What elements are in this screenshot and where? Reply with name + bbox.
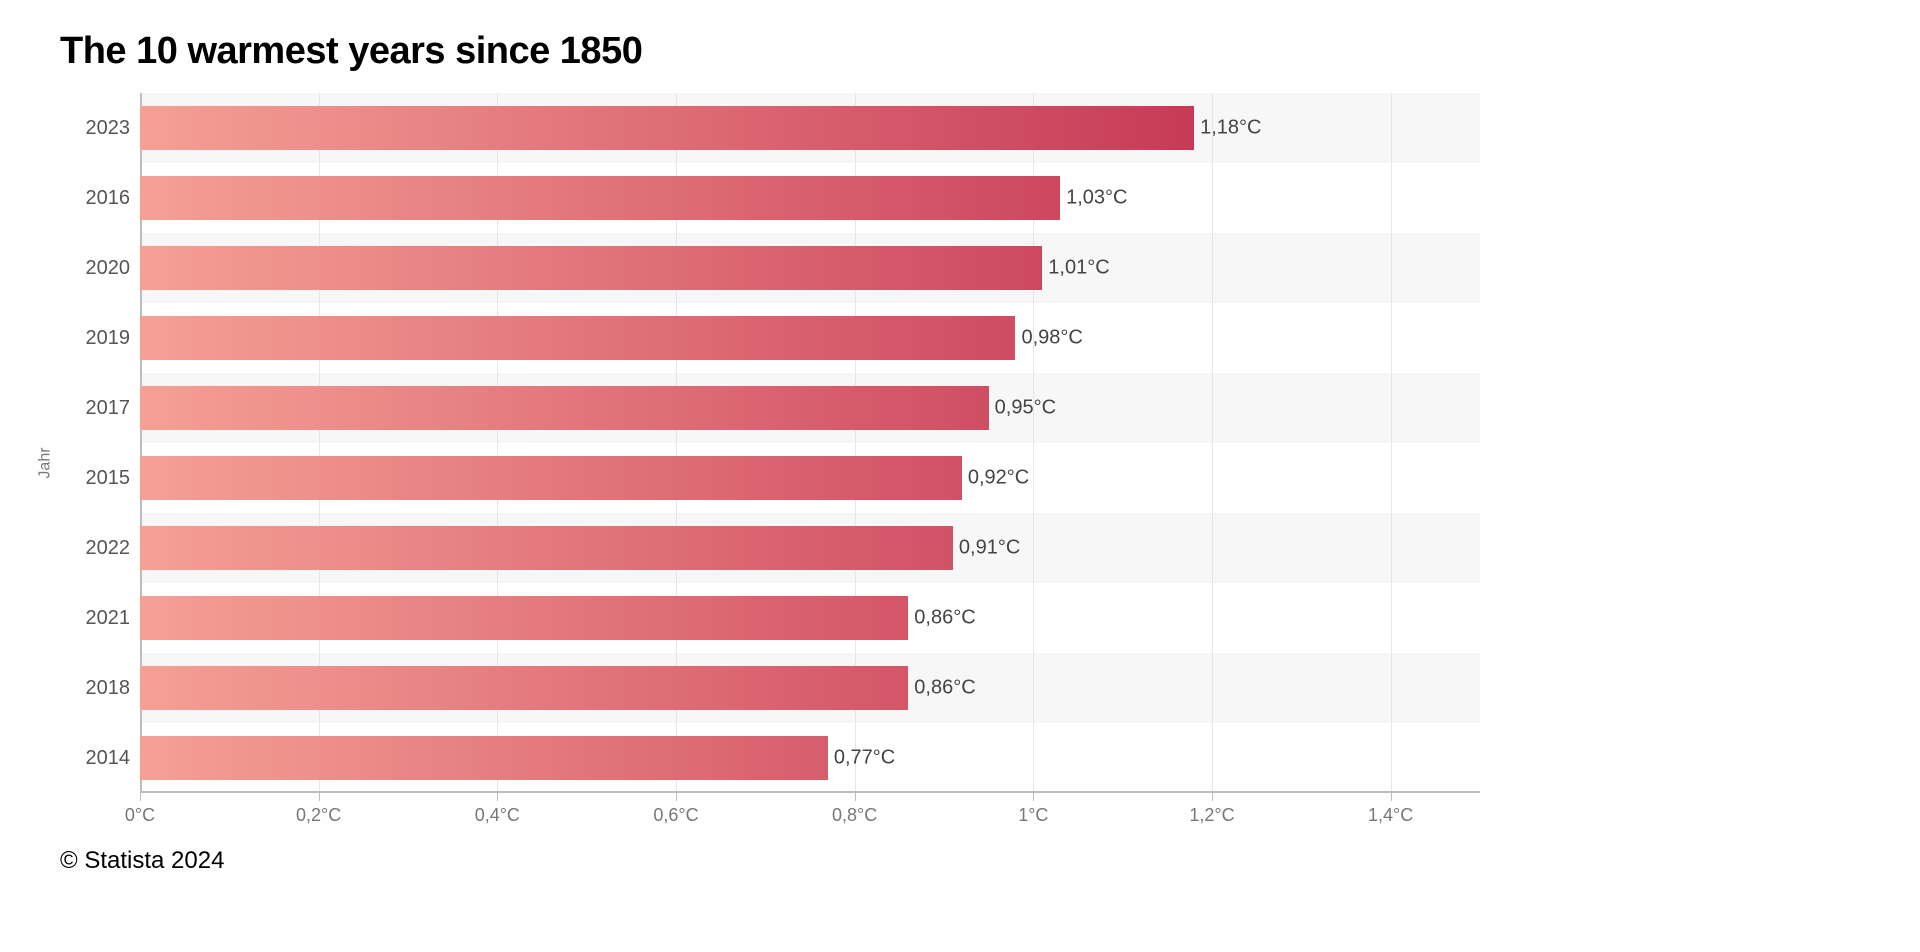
bar: 0,86°C bbox=[140, 596, 908, 639]
chart: 2023201620202019201720152022202120182014… bbox=[140, 93, 1480, 833]
category-label: 2016 bbox=[70, 163, 130, 233]
category-label: 2014 bbox=[70, 723, 130, 793]
bar-value-label: 0,95°C bbox=[989, 396, 1056, 419]
x-tick-mark bbox=[676, 793, 677, 801]
x-tick-label: 1,2°C bbox=[1189, 805, 1234, 826]
x-tick-mark bbox=[140, 793, 141, 801]
bar: 1,03°C bbox=[140, 176, 1060, 219]
x-tick-label: 0,4°C bbox=[475, 805, 520, 826]
bar-row: 1,18°C bbox=[140, 93, 1480, 163]
x-tick-mark bbox=[319, 793, 320, 801]
bar-row: 1,03°C bbox=[140, 163, 1480, 233]
bar-row: 0,77°C bbox=[140, 723, 1480, 793]
category-label: 2020 bbox=[70, 233, 130, 303]
bar: 0,95°C bbox=[140, 386, 989, 429]
bar-row: 0,98°C bbox=[140, 303, 1480, 373]
bar-row: 0,91°C bbox=[140, 513, 1480, 583]
category-label: 2022 bbox=[70, 513, 130, 583]
category-labels: 2023201620202019201720152022202120182014 bbox=[70, 93, 130, 793]
category-label: 2023 bbox=[70, 93, 130, 163]
x-tick-label: 0°C bbox=[125, 805, 155, 826]
x-tick-label: 1°C bbox=[1018, 805, 1048, 826]
bar: 0,91°C bbox=[140, 526, 953, 569]
bar-value-label: 1,18°C bbox=[1194, 116, 1261, 139]
plot-area: 2023201620202019201720152022202120182014… bbox=[140, 93, 1480, 793]
x-tick-mark bbox=[1033, 793, 1034, 801]
x-tick-label: 0,8°C bbox=[832, 805, 877, 826]
x-tick-label: 1,4°C bbox=[1368, 805, 1413, 826]
bar-value-label: 1,03°C bbox=[1060, 186, 1127, 209]
x-tick-mark bbox=[1391, 793, 1392, 801]
x-tick-mark bbox=[855, 793, 856, 801]
bar: 0,77°C bbox=[140, 736, 828, 779]
bar: 0,98°C bbox=[140, 316, 1015, 359]
x-tick-label: 0,6°C bbox=[653, 805, 698, 826]
source-line: © Statista 2024 bbox=[60, 847, 1920, 875]
bar-value-label: 0,92°C bbox=[962, 466, 1029, 489]
bar-value-label: 1,01°C bbox=[1042, 256, 1109, 279]
x-tick-mark bbox=[497, 793, 498, 801]
bar-value-label: 0,91°C bbox=[953, 536, 1020, 559]
chart-title: The 10 warmest years since 1850 bbox=[60, 30, 1920, 73]
bar: 0,86°C bbox=[140, 666, 908, 709]
bars-layer: 1,18°C 1,03°C 1,01°C 0,98°C 0,95°C 0,92°C 0,91… bbox=[140, 93, 1480, 793]
category-label: 2017 bbox=[70, 373, 130, 443]
y-axis-title: Jahr bbox=[37, 447, 55, 478]
bar: 0,92°C bbox=[140, 456, 962, 499]
category-label: 2015 bbox=[70, 443, 130, 513]
bar-row: 1,01°C bbox=[140, 233, 1480, 303]
x-tick-mark bbox=[1212, 793, 1213, 801]
category-label: 2018 bbox=[70, 653, 130, 723]
category-label: 2019 bbox=[70, 303, 130, 373]
bar-value-label: 0,86°C bbox=[908, 676, 975, 699]
page-root: The 10 warmest years since 1850 Jahr 202… bbox=[0, 0, 1920, 875]
bar-row: 0,92°C bbox=[140, 443, 1480, 513]
bar-row: 0,95°C bbox=[140, 373, 1480, 443]
bar: 1,01°C bbox=[140, 246, 1042, 289]
bar-row: 0,86°C bbox=[140, 653, 1480, 723]
chart-wrap: Jahr 20232016202020192017201520222021201… bbox=[60, 93, 1920, 833]
bar-value-label: 0,86°C bbox=[908, 606, 975, 629]
bar-row: 0,86°C bbox=[140, 583, 1480, 653]
bar-value-label: 0,98°C bbox=[1015, 326, 1082, 349]
category-label: 2021 bbox=[70, 583, 130, 653]
bar-value-label: 0,77°C bbox=[828, 746, 895, 769]
x-tick-label: 0,2°C bbox=[296, 805, 341, 826]
x-ticks: 0°C0,2°C0,4°C0,6°C0,8°C1°C1,2°C1,4°C bbox=[140, 793, 1480, 833]
bar: 1,18°C bbox=[140, 106, 1194, 149]
